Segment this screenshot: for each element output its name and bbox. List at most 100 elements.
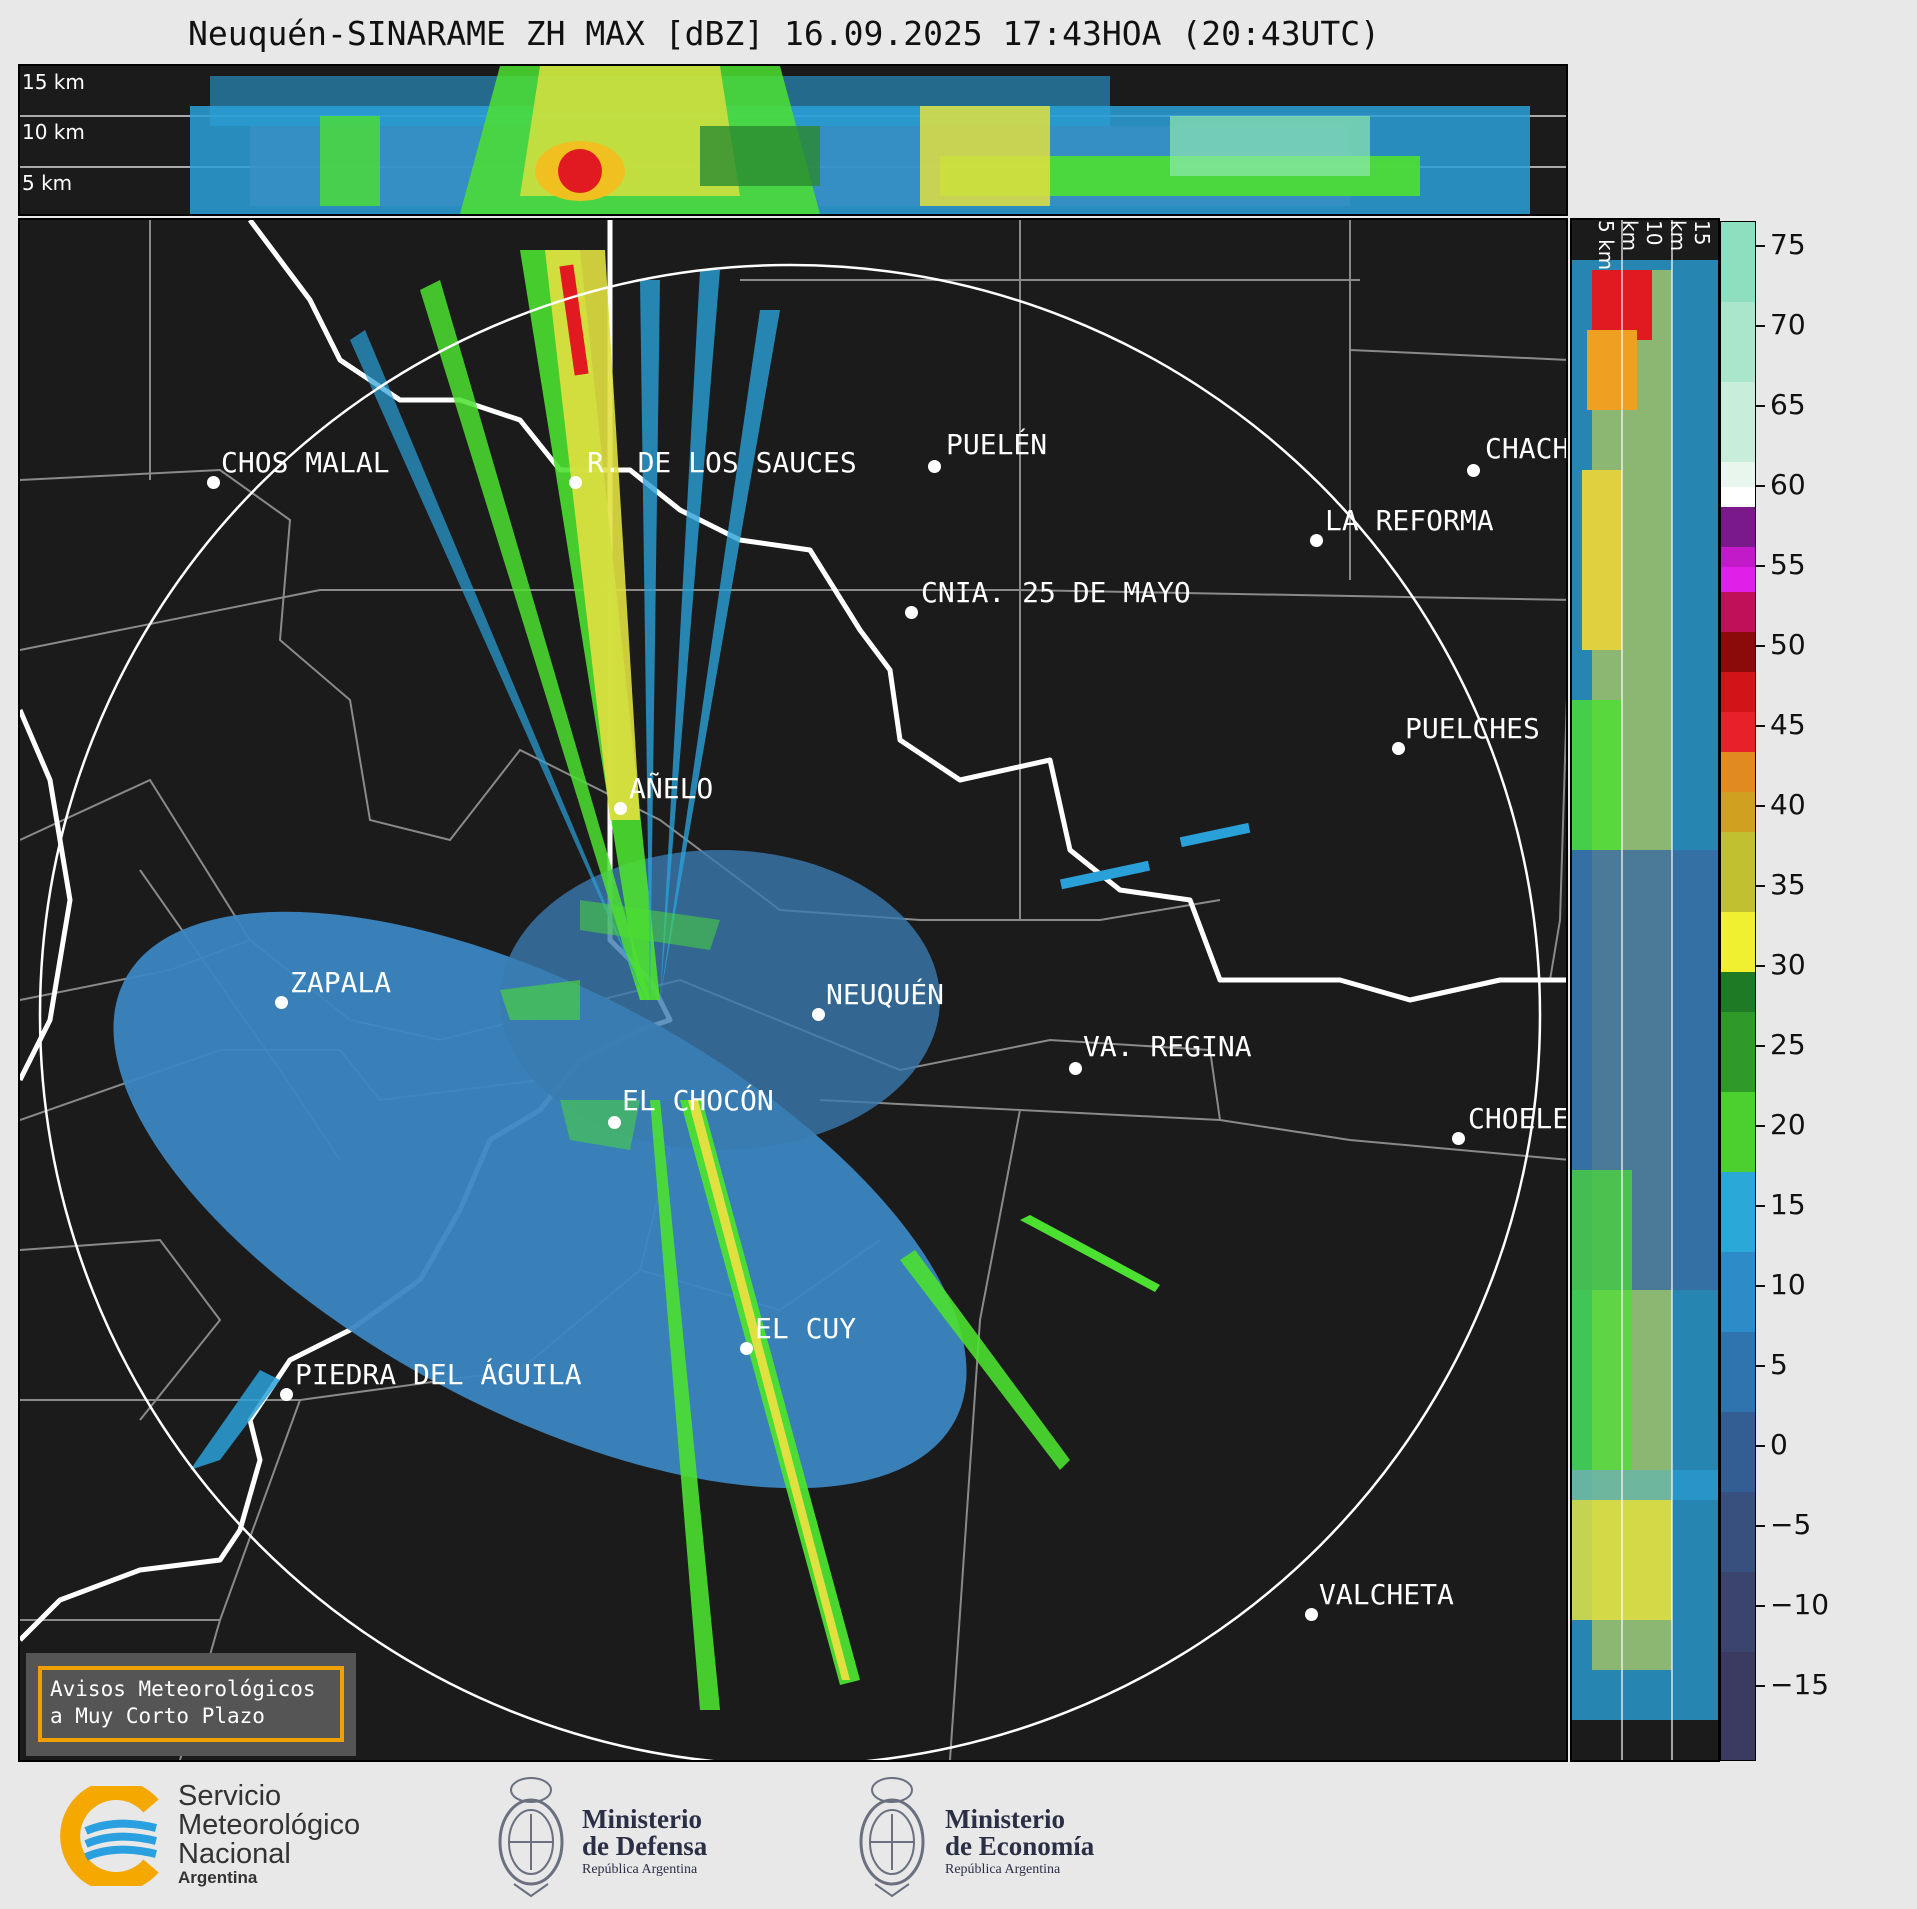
top-altitude-label-10: 10 km	[22, 120, 85, 144]
city-label-zapala: ZAPALA	[290, 966, 392, 999]
colorbar-tick-mark	[1756, 1045, 1765, 1047]
city-label-puelen: PUELÉN	[946, 428, 1048, 461]
smn-logo-line-2: Meteorológico	[178, 1809, 361, 1841]
city-dot-zapala	[275, 996, 288, 1009]
city-label-chos-malal: CHOS MALAL	[221, 446, 390, 479]
economia-logo-line-1: Ministerio	[945, 1804, 1065, 1834]
colorbar-tick-mark	[1756, 965, 1765, 967]
colorbar-tick-mark	[1756, 325, 1765, 327]
city-dot-r-de-los-sauces	[569, 476, 582, 489]
city-dot-chach	[1467, 464, 1480, 477]
colorbar-tick-label: −5	[1770, 1508, 1812, 1541]
colorbar-tick-mark	[1756, 805, 1765, 807]
colorbar-tick-label: 45	[1770, 708, 1806, 741]
colorbar-tick-mark	[1756, 1205, 1765, 1207]
economia-logo-line-2: de Economía	[945, 1831, 1095, 1861]
colorbar-tick-mark	[1756, 645, 1765, 647]
economia-logo-line-3: República Argentina	[945, 1862, 1061, 1877]
colorbar-tick-mark	[1756, 725, 1765, 727]
city-dot-chos-malal	[207, 476, 220, 489]
smn-logo-icon	[60, 1786, 159, 1886]
colorbar	[1720, 221, 1756, 1761]
colorbar-tick-label: 25	[1770, 1028, 1806, 1061]
colorbar-tick-mark	[1756, 1605, 1765, 1607]
city-dot-piedra-del-aguila	[280, 1388, 293, 1401]
city-dot-va-regina	[1069, 1062, 1082, 1075]
top-cross-section-panel: 15 km 10 km 5 km	[18, 64, 1568, 216]
defensa-coat-of-arms-icon	[498, 1777, 564, 1898]
city-dot-puelen	[928, 460, 941, 473]
colorbar-tick-mark	[1756, 405, 1765, 407]
colorbar-tick-label: 60	[1770, 468, 1806, 501]
city-label-el-chocon: EL CHOCÓN	[622, 1084, 774, 1117]
city-dot-el-cuy	[740, 1342, 753, 1355]
colorbar-tick-mark	[1756, 1685, 1765, 1687]
colorbar-tick-mark	[1756, 1525, 1765, 1527]
city-dot-anelo	[614, 802, 627, 815]
colorbar-tick-mark	[1756, 1365, 1765, 1367]
economia-coat-of-arms-icon	[859, 1777, 925, 1898]
city-label-puelches: PUELCHES	[1405, 712, 1540, 745]
warning-line-2: a Muy Corto Plazo	[50, 1704, 265, 1728]
colorbar-tick-mark	[1756, 1125, 1765, 1127]
top-altitude-label-5: 5 km	[22, 171, 73, 195]
smn-logo-line-3: Nacional	[178, 1838, 291, 1870]
defensa-logo-line-2: de Defensa	[582, 1831, 708, 1861]
colorbar-tick-mark	[1756, 1445, 1765, 1447]
colorbar-tick-label: 70	[1770, 308, 1806, 341]
warning-label: Avisos Meteorológicos a Muy Corto Plazo	[38, 1666, 344, 1742]
side-altitude-label-5: 5 km	[1594, 220, 1618, 271]
colorbar-tick-label: −15	[1770, 1668, 1830, 1701]
colorbar-tick-mark	[1756, 485, 1765, 487]
city-label-chach: CHACH	[1485, 432, 1568, 465]
colorbar-tick-label: 0	[1770, 1428, 1788, 1461]
defensa-logo-line-3: República Argentina	[582, 1862, 698, 1877]
side-cross-section-panel: 5 km 10 km 15 km	[1570, 218, 1720, 1762]
colorbar-tick-label: 40	[1770, 788, 1806, 821]
colorbar-scale	[1721, 222, 1755, 1760]
side-cross-section-radar	[1572, 220, 1718, 1760]
colorbar-tick-mark	[1756, 245, 1765, 247]
side-altitude-label-10: 10 km	[1618, 220, 1666, 252]
colorbar-tick-label: 50	[1770, 628, 1806, 661]
chart-title: Neuquén-SINARAME ZH MAX [dBZ] 16.09.2025…	[187, 14, 1381, 53]
warning-line-1: Avisos Meteorológicos	[50, 1677, 316, 1701]
side-altitude-label-15: 15 km	[1666, 220, 1714, 252]
city-dot-puelches	[1392, 742, 1405, 755]
city-label-neuquen: NEUQUÉN	[826, 978, 945, 1011]
city-label-el-cuy: EL CUY	[755, 1312, 857, 1345]
colorbar-tick-label: 35	[1770, 868, 1806, 901]
city-dot-cnia-25-de-mayo	[905, 606, 918, 619]
colorbar-tick-label: 65	[1770, 388, 1806, 421]
radar-map	[20, 220, 1566, 1760]
colorbar-tick-label: 5	[1770, 1348, 1788, 1381]
colorbar-tick-label: 30	[1770, 948, 1806, 981]
city-label-valcheta: VALCHETA	[1319, 1578, 1454, 1611]
smn-logo-line-4: Argentina	[178, 1868, 258, 1887]
city-dot-neuquen	[812, 1008, 825, 1021]
smn-logo-line-1: Servicio	[178, 1780, 282, 1812]
colorbar-tick-label: 10	[1770, 1268, 1806, 1301]
city-label-piedra-del-aguila: PIEDRA DEL ÁGUILA	[295, 1358, 582, 1391]
radar-map-panel: CHOS MALAL R. DE LOS SAUCES PUELÉN CHACH…	[18, 218, 1568, 1762]
city-dot-la-reforma	[1310, 534, 1323, 547]
colorbar-tick-label: 55	[1770, 548, 1806, 581]
city-label-r-de-los-sauces: R. DE LOS SAUCES	[587, 446, 857, 479]
top-altitude-label-15: 15 km	[22, 70, 85, 94]
city-dot-valcheta	[1305, 1608, 1318, 1621]
colorbar-tick-mark	[1756, 885, 1765, 887]
city-dot-choele	[1452, 1132, 1465, 1145]
city-label-cnia-25-de-mayo: CNIA. 25 DE MAYO	[921, 576, 1191, 609]
colorbar-tick-mark	[1756, 565, 1765, 567]
city-label-anelo: AÑELO	[629, 772, 714, 805]
colorbar-tick-label: 20	[1770, 1108, 1806, 1141]
defensa-logo-line-1: Ministerio	[582, 1804, 702, 1834]
colorbar-tick-label: 75	[1770, 228, 1806, 261]
colorbar-tick-mark	[1756, 1285, 1765, 1287]
colorbar-tick-label: 15	[1770, 1188, 1806, 1221]
city-dot-el-chocon	[608, 1116, 621, 1129]
city-label-va-regina: VA. REGINA	[1083, 1030, 1252, 1063]
top-cross-section-radar	[20, 66, 1566, 214]
colorbar-tick-label: −10	[1770, 1588, 1830, 1621]
city-label-la-reforma: LA REFORMA	[1325, 504, 1494, 537]
